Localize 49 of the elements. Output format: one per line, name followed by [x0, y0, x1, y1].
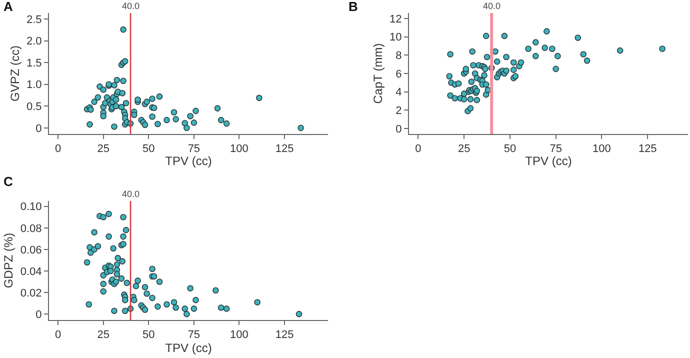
- y-tick-label: 0: [36, 308, 42, 321]
- y-tick-label: 12: [390, 13, 402, 26]
- x-tick-label: 100: [230, 143, 248, 156]
- y-tick-label: 1.0: [26, 79, 42, 92]
- x-tick-label: 100: [230, 329, 248, 342]
- y-tick-label: 0: [36, 122, 42, 135]
- y-tick-label: 2.5: [26, 14, 42, 26]
- y-tick-label: 8: [396, 50, 402, 62]
- y-tick-label: 2: [396, 105, 402, 118]
- y-tick-label: 1.5: [26, 57, 42, 70]
- x-tick-label: 125: [638, 143, 657, 156]
- y-axis-title: CapT (mm): [370, 43, 385, 104]
- x-tick-label: 75: [188, 329, 200, 342]
- x-tick-label: 0: [55, 329, 62, 342]
- x-tick-label: 25: [97, 143, 110, 156]
- y-tick-label: 0.02: [20, 287, 42, 300]
- y-tick-label: 0.06: [20, 244, 42, 256]
- y-tick-label: 0.04: [20, 266, 42, 278]
- y-tick-label: 0.10: [20, 201, 42, 214]
- ref-line-label: 40.0: [483, 1, 501, 11]
- x-tick-label: 125: [275, 143, 294, 156]
- chart-title: A: [3, 0, 14, 14]
- y-tick-label: 10: [390, 32, 402, 44]
- y-tick-label: 0.5: [26, 100, 42, 113]
- x-tick-label: 50: [504, 143, 516, 156]
- y-tick-label: 0.08: [20, 222, 42, 235]
- y-tick-label: 6: [396, 68, 402, 80]
- x-tick-label: 100: [592, 143, 611, 156]
- x-tick-label: 50: [142, 329, 155, 342]
- ref-line-label: 40.0: [122, 189, 140, 199]
- chart-title: C: [3, 174, 14, 189]
- x-tick-label: 75: [188, 143, 200, 156]
- y-tick-label: 4: [396, 86, 402, 99]
- chart-title: B: [348, 0, 358, 14]
- x-axis-title: TPV (cc): [525, 154, 572, 168]
- x-tick-label: 0: [415, 143, 422, 156]
- x-tick-label: 25: [97, 329, 110, 342]
- x-axis-title: TPV (cc): [165, 154, 212, 168]
- y-axis-title: GDPZ (%): [2, 232, 16, 288]
- x-axis-title: TPV (cc): [165, 341, 212, 356]
- x-tick-label: 50: [142, 143, 155, 156]
- y-axis-title: GVPZ (cc): [8, 46, 22, 102]
- x-tick-label: 125: [275, 329, 294, 342]
- x-tick-label: 75: [550, 143, 562, 156]
- x-tick-label: 0: [55, 143, 62, 156]
- y-tick-label: 0: [396, 123, 402, 136]
- x-tick-label: 25: [458, 143, 470, 156]
- ref-line-label: 40.0: [122, 1, 140, 11]
- y-tick-label: 2.0: [26, 36, 42, 48]
